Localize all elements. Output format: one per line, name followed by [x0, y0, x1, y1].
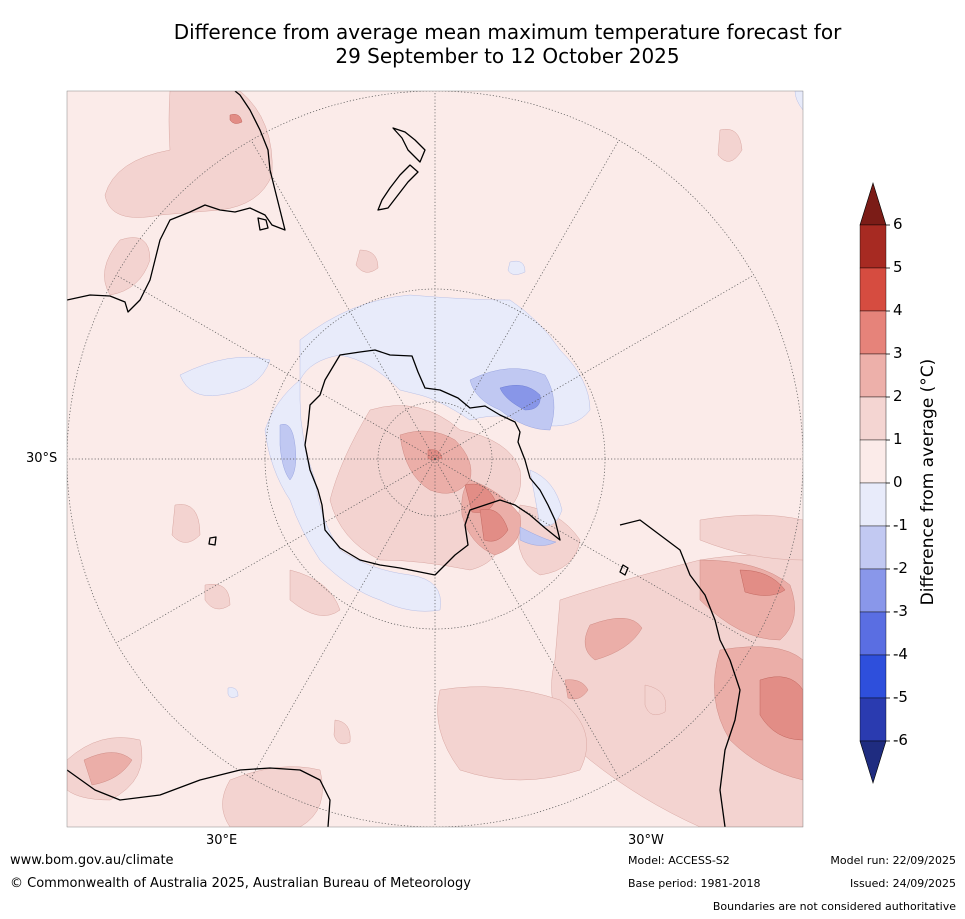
colorbar-level	[859, 224, 887, 269]
colorbar-extend-min	[859, 740, 887, 785]
map-title: Difference from average mean maximum tem…	[60, 20, 955, 68]
colorbar-level	[859, 439, 887, 484]
colorbar-level	[859, 396, 887, 441]
antarctica-coastline	[304, 349, 561, 576]
south-georgia-coast	[619, 564, 629, 576]
colorbar-tick-label: 5	[893, 258, 903, 276]
colorbar-level	[859, 310, 887, 355]
lon-label-30w: 30°W	[628, 833, 664, 848]
new-zealand-south-coast	[377, 164, 419, 211]
colorbar-level	[859, 482, 887, 527]
colorbar-extend-max	[859, 181, 887, 226]
australia-southeast-coast	[67, 91, 286, 313]
model-run-date: Model run: 22/09/2025	[830, 854, 956, 867]
meridian-120e	[115, 274, 436, 460]
issued-date: Issued: 24/09/2025	[849, 877, 956, 890]
lat-label-30s: 30°S	[26, 451, 58, 466]
colorbar-level	[859, 267, 887, 312]
map-frame	[66, 90, 804, 828]
colorbar-level	[859, 525, 887, 570]
colorbar-level	[859, 568, 887, 613]
colorbar-tick-label: 6	[893, 215, 903, 233]
anomaly-regions-3-to-4	[229, 114, 803, 741]
colorbar-tick-label: -6	[893, 731, 908, 749]
anomaly-regions-1-to-2	[67, 91, 803, 827]
base-period: Base period: 1981-2018	[628, 877, 761, 890]
colorbar-tick-label: -4	[893, 645, 908, 663]
colorbar-tick-label: 4	[893, 301, 903, 319]
colorbar-tick-label: -1	[893, 516, 908, 534]
map-panel	[67, 91, 803, 827]
new-zealand-north-coast	[392, 127, 426, 163]
meridian-60w	[434, 458, 755, 644]
kerguelen-coast	[208, 536, 217, 546]
disclaimer-text: Boundaries are not considered authoritat…	[712, 900, 956, 913]
colorbar-title-text: Difference from average (°C)	[918, 358, 938, 606]
meridian-30e	[250, 458, 436, 779]
meridian-150w	[434, 139, 620, 460]
map-title-line1: Difference from average mean maximum tem…	[173, 20, 842, 44]
colorbar-level	[859, 654, 887, 699]
meridian-60e	[115, 458, 436, 644]
colorbar-level	[859, 611, 887, 656]
tasmania-coast	[257, 217, 269, 231]
colorbar-tick-label: 2	[893, 387, 903, 405]
colorbar	[859, 181, 890, 785]
lat-circle-80s	[377, 401, 493, 517]
colorbar-level	[859, 697, 887, 742]
colorbar-tick-label: 1	[893, 430, 903, 448]
meridian-30w	[434, 458, 620, 779]
africa-southern-coast	[67, 767, 331, 827]
copyright-text: © Commonwealth of Australia 2025, Austra…	[10, 876, 471, 891]
website-link[interactable]: www.bom.gov.au/climate	[10, 853, 174, 868]
colorbar-tick-label: -2	[893, 559, 908, 577]
colorbar-tick-label: 0	[893, 473, 903, 491]
meridian-150e	[250, 139, 436, 460]
colorbar-tick-label: 3	[893, 344, 903, 362]
south-america-coast	[619, 519, 741, 827]
colorbar-tick-label: -5	[893, 688, 908, 706]
coastlines	[67, 91, 741, 827]
model-name: Model: ACCESS-S2	[628, 854, 730, 867]
colorbar-tick-label: -3	[893, 602, 908, 620]
lon-label-30e: 30°E	[206, 833, 238, 848]
map-title-line2: 29 September to 12 October 2025	[335, 44, 680, 68]
graticule	[67, 91, 803, 827]
colorbar-level	[859, 353, 887, 398]
meridian-120w	[434, 274, 755, 460]
